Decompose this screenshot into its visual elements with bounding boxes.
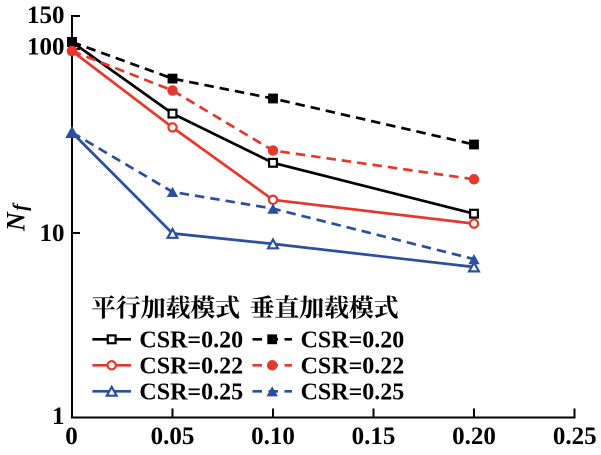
svg-text:0.10: 0.10 [251, 423, 295, 450]
svg-text:CSR=0.20: CSR=0.20 [301, 328, 405, 354]
svg-text:0.15: 0.15 [352, 423, 396, 450]
svg-text:0: 0 [65, 423, 78, 450]
svg-text:CSR=0.22: CSR=0.22 [301, 354, 405, 380]
svg-text:CSR=0.25: CSR=0.25 [301, 380, 405, 406]
svg-text:0.05: 0.05 [151, 423, 195, 450]
svg-text:150: 150 [27, 2, 65, 29]
svg-text:CSR=0.25: CSR=0.25 [139, 380, 243, 406]
svg-text:1: 1 [52, 403, 65, 430]
svg-text:Nf: Nf [2, 202, 32, 232]
svg-text:0.25: 0.25 [553, 423, 597, 450]
svg-text:10: 10 [40, 220, 65, 247]
svg-text:0.20: 0.20 [452, 423, 496, 450]
svg-text:CSR=0.20: CSR=0.20 [139, 328, 243, 354]
svg-text:100: 100 [27, 33, 65, 60]
svg-text:CSR=0.22: CSR=0.22 [139, 354, 243, 380]
